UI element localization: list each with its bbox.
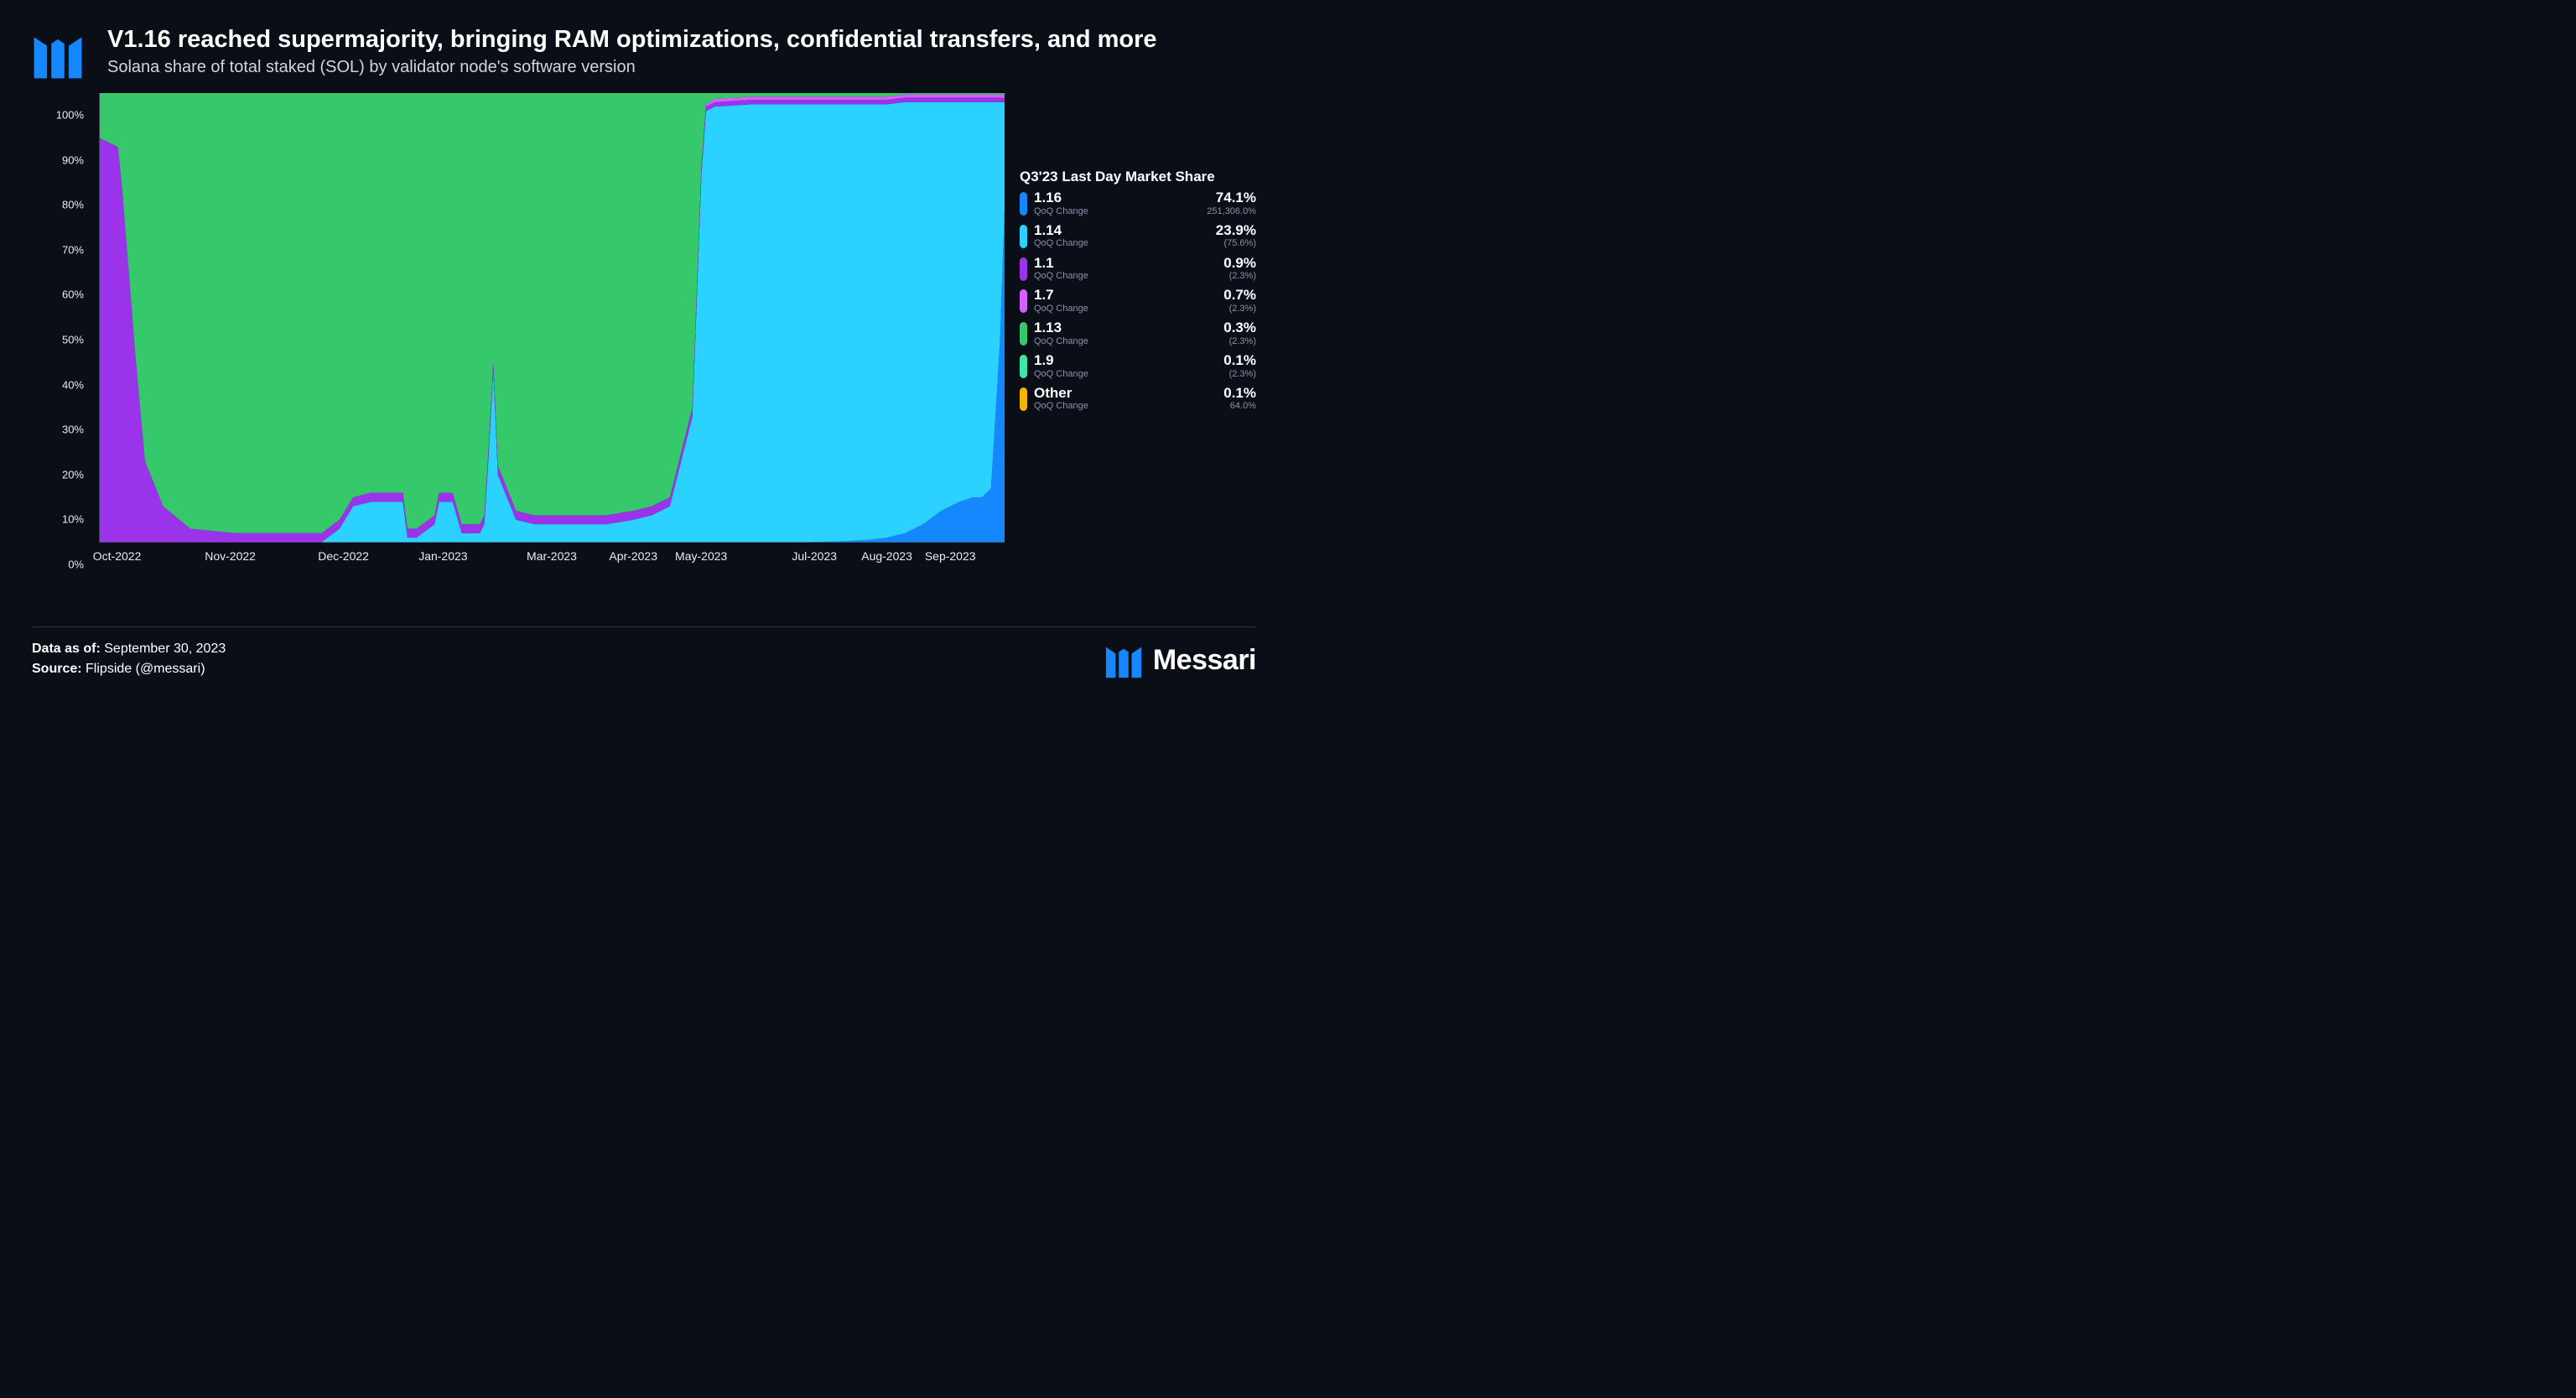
messari-logo-icon — [32, 29, 84, 85]
legend-item: 1.9QoQ Change 0.1%(2.3%) — [1020, 353, 1256, 379]
y-tick-label: 50% — [44, 334, 84, 346]
legend-item: 1.14QoQ Change 23.9%(75.6%) — [1020, 223, 1256, 249]
legend-change: (2.3%) — [1223, 336, 1256, 346]
legend-value: 0.1% — [1223, 386, 1256, 402]
footer-divider — [32, 626, 1256, 627]
x-tick-label: Sep-2023 — [925, 549, 976, 563]
legend-sub-label: QoQ Change — [1034, 336, 1217, 346]
y-tick-label: 100% — [44, 109, 84, 122]
legend-item: 1.13QoQ Change 0.3%(2.3%) — [1020, 320, 1256, 346]
legend-title: Q3'23 Last Day Market Share — [1020, 169, 1256, 185]
brand-name: Messari — [1153, 644, 1256, 677]
footer: Data as of: September 30, 2023 Source: F… — [32, 626, 1256, 679]
legend-swatch — [1020, 355, 1027, 378]
source-label: Source: — [32, 662, 82, 676]
legend-change: (2.3%) — [1223, 304, 1256, 314]
legend-item: 1.7QoQ Change 0.7%(2.3%) — [1020, 288, 1256, 314]
legend-swatch — [1020, 257, 1027, 281]
y-tick-label: 0% — [44, 559, 84, 571]
legend-value: 0.9% — [1223, 256, 1256, 272]
legend-sub-label: QoQ Change — [1034, 238, 1209, 248]
legend-series-name: Other — [1034, 386, 1217, 402]
chart-subtitle: Solana share of total staked (SOL) by va… — [107, 58, 1256, 77]
y-tick-label: 10% — [44, 513, 84, 526]
x-tick-label: Nov-2022 — [205, 549, 256, 563]
legend-change: (2.3%) — [1223, 271, 1256, 281]
legend-swatch — [1020, 387, 1027, 411]
footer-meta: Data as of: September 30, 2023 Source: F… — [32, 639, 226, 679]
data-as-of-value: September 30, 2023 — [104, 642, 226, 656]
legend-change: 64.0% — [1223, 401, 1256, 411]
legend-item: 1.1QoQ Change 0.9%(2.3%) — [1020, 256, 1256, 282]
legend-item: OtherQoQ Change 0.1%64.0% — [1020, 386, 1256, 412]
data-as-of-label: Data as of: — [32, 642, 101, 656]
legend: Q3'23 Last Day Market Share 1.16QoQ Chan… — [1020, 93, 1256, 564]
legend-swatch — [1020, 192, 1027, 216]
y-tick-label: 30% — [44, 424, 84, 436]
legend-value: 0.1% — [1223, 353, 1256, 369]
x-tick-label: Oct-2022 — [93, 549, 142, 563]
x-axis-ticks: Oct-2022Nov-2022Dec-2022Jan-2023Mar-2023… — [99, 544, 1005, 564]
y-tick-label: 20% — [44, 468, 84, 481]
x-tick-label: Mar-2023 — [527, 549, 577, 563]
main-content: Share of Total Staked ($SOL) 0%10%20%30%… — [32, 93, 1256, 564]
chart-title: V1.16 reached supermajority, bringing RA… — [107, 25, 1256, 55]
report-card: V1.16 reached supermajority, bringing RA… — [0, 0, 1288, 699]
legend-change: 251,306.0% — [1207, 206, 1256, 216]
y-tick-label: 60% — [44, 288, 84, 301]
legend-value: 23.9% — [1216, 223, 1256, 239]
legend-sub-label: QoQ Change — [1034, 206, 1200, 216]
legend-sub-label: QoQ Change — [1034, 401, 1217, 411]
y-tick-label: 80% — [44, 199, 84, 211]
header: V1.16 reached supermajority, bringing RA… — [32, 25, 1256, 85]
legend-swatch — [1020, 225, 1027, 248]
stacked-area-plot — [99, 93, 1005, 543]
legend-sub-label: QoQ Change — [1034, 369, 1217, 379]
y-axis-ticks: 0%10%20%30%40%50%60%70%80%90%100% — [49, 93, 89, 564]
legend-sub-label: QoQ Change — [1034, 271, 1217, 281]
source-value: Flipside (@messari) — [86, 662, 205, 676]
legend-swatch — [1020, 322, 1027, 346]
x-tick-label: May-2023 — [675, 549, 727, 563]
legend-sub-label: QoQ Change — [1034, 304, 1217, 314]
legend-series-name: 1.9 — [1034, 353, 1217, 369]
legend-series-name: 1.13 — [1034, 320, 1217, 336]
x-tick-label: Jan-2023 — [418, 549, 467, 563]
x-tick-label: Apr-2023 — [609, 549, 657, 563]
chart-area: Share of Total Staked ($SOL) 0%10%20%30%… — [32, 93, 1005, 564]
x-tick-label: Aug-2023 — [861, 549, 912, 563]
y-tick-label: 90% — [44, 153, 84, 166]
legend-value: 0.3% — [1223, 320, 1256, 336]
legend-value: 0.7% — [1223, 288, 1256, 304]
legend-change: (2.3%) — [1223, 369, 1256, 379]
y-tick-label: 40% — [44, 378, 84, 391]
messari-brand: Messari — [1104, 641, 1256, 679]
legend-series-name: 1.16 — [1034, 190, 1200, 206]
legend-value: 74.1% — [1207, 190, 1256, 206]
legend-item: 1.16QoQ Change 74.1%251,306.0% — [1020, 190, 1256, 216]
messari-logo-icon — [1104, 641, 1143, 679]
legend-swatch — [1020, 289, 1027, 313]
legend-series-name: 1.14 — [1034, 223, 1209, 239]
legend-series-name: 1.7 — [1034, 288, 1217, 304]
x-tick-label: Jul-2023 — [792, 549, 837, 563]
y-tick-label: 70% — [44, 243, 84, 256]
legend-series-name: 1.1 — [1034, 256, 1217, 272]
x-tick-label: Dec-2022 — [318, 549, 369, 563]
legend-change: (75.6%) — [1216, 238, 1256, 248]
